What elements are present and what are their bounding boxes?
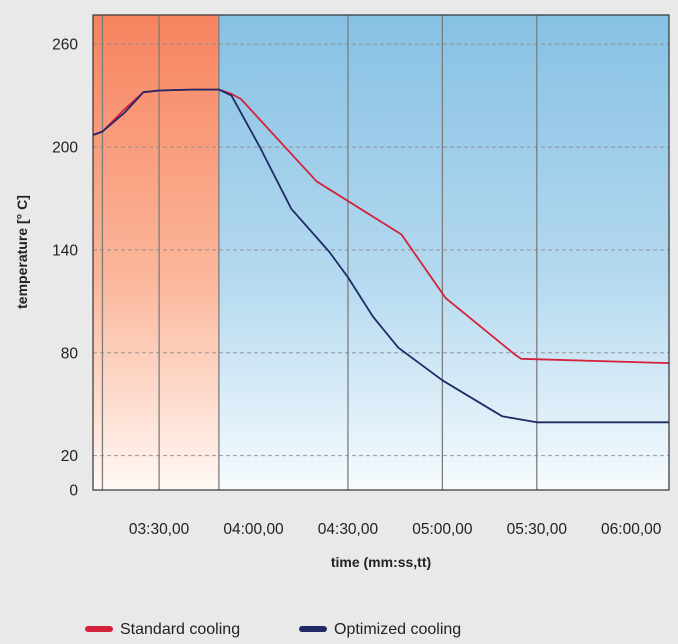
y-tick-label: 260	[52, 37, 78, 54]
x-tick-label: 05:30,00	[507, 521, 568, 538]
x-tick-label: 05:00,00	[412, 521, 473, 538]
legend-label: Optimized cooling	[334, 621, 461, 638]
x-tick-label: 03:30,00	[129, 521, 190, 538]
y-tick-label: 80	[61, 345, 79, 362]
y-axis-title: temperature [° C]	[14, 195, 30, 309]
legend: Standard cooling Optimized cooling	[85, 621, 461, 638]
legend-label: Standard cooling	[120, 621, 240, 638]
y-tick-label: 200	[52, 140, 78, 157]
cooling-region	[218, 15, 669, 490]
heating-region	[93, 15, 219, 490]
x-tick-label: 06:00,00	[601, 521, 662, 538]
x-axis-title: time (mm:ss,tt)	[331, 554, 431, 570]
y-tick-label: 20	[61, 448, 79, 465]
x-tick-label: 04:00,00	[223, 521, 284, 538]
optimized-cooling-line	[92, 88, 669, 424]
plot-frame	[92, 14, 670, 491]
x-tick-label: 04:30,00	[318, 521, 379, 538]
y-tick-label: 140	[52, 242, 78, 259]
standard-cooling-line	[92, 88, 670, 364]
y-tick-label: 0	[69, 483, 78, 500]
